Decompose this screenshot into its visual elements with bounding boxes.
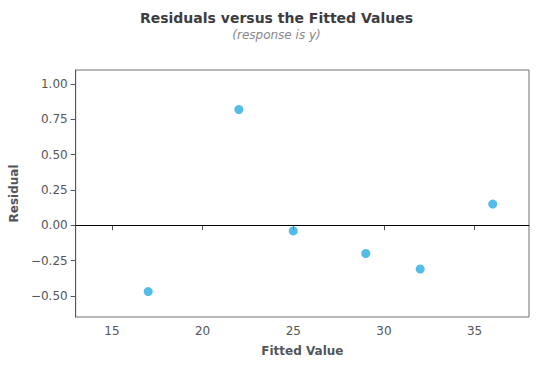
svg-text:20: 20 bbox=[195, 324, 210, 338]
svg-text:25: 25 bbox=[286, 324, 301, 338]
svg-text:0.00: 0.00 bbox=[41, 218, 68, 232]
svg-text:−0.50: −0.50 bbox=[31, 289, 68, 303]
svg-text:Fitted Value: Fitted Value bbox=[261, 344, 343, 358]
svg-text:15: 15 bbox=[104, 324, 119, 338]
svg-text:Residual: Residual bbox=[7, 165, 21, 223]
svg-text:0.50: 0.50 bbox=[41, 148, 68, 162]
svg-text:30: 30 bbox=[376, 324, 391, 338]
svg-text:−0.25: −0.25 bbox=[31, 254, 68, 268]
svg-text:0.25: 0.25 bbox=[41, 183, 68, 197]
svg-text:1.00: 1.00 bbox=[41, 77, 68, 91]
svg-text:(response is y): (response is y) bbox=[232, 28, 320, 42]
svg-text:0.75: 0.75 bbox=[41, 112, 68, 126]
svg-text:Residuals versus the Fitted Va: Residuals versus the Fitted Values bbox=[140, 10, 413, 26]
svg-text:35: 35 bbox=[467, 324, 482, 338]
